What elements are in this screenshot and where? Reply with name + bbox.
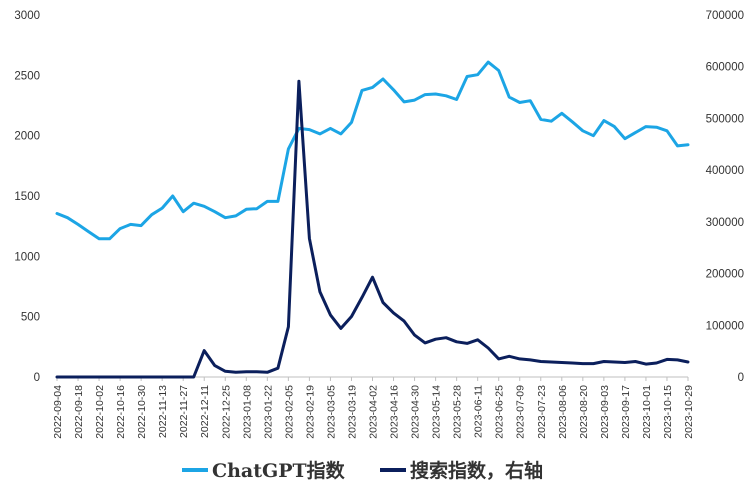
x-axis-tick-label: 2022-10-02 [94,385,106,439]
left-axis-tick-label: 1500 [14,191,40,203]
x-axis-tick-label: 2023-03-05 [325,385,337,439]
right-axis-ticks: 0 100000 200000 300000 400000 500000 600000 700… [706,10,744,384]
left-axis-ticks: 0 500 1000 1500 2000 2500 3000 [14,10,40,384]
series-line-search-index [55,79,690,379]
x-axis-tick-label: 2023-04-16 [389,385,401,439]
x-axis-tick-label: 2023-05-14 [431,385,443,439]
x-axis-tick-label: 2023-02-05 [283,385,295,439]
right-axis-tick-label: 600000 [706,62,744,74]
x-axis-tick-label: 2023-09-03 [599,385,611,439]
series-line-chatgpt-index [55,60,690,241]
x-axis-tick-label: 2022-11-13 [157,385,169,438]
x-axis-tick-label: 2023-08-06 [557,385,569,439]
x-axis-tick-label: 2023-07-23 [536,385,548,439]
x-axis-tick-label: 2023-08-20 [578,385,590,439]
left-axis-tick-label: 1000 [14,251,40,263]
series-layer [55,60,690,379]
legend-label-search: 搜索指数，右轴 [410,459,543,482]
x-axis-tick-label: 2022-09-04 [52,385,64,439]
left-axis-tick-label: 2000 [14,131,40,143]
x-axis-tick-label: 2022-12-11 [199,385,211,438]
right-axis-tick-label: 0 [738,372,744,384]
x-axis-tick-label: 2023-04-30 [410,385,422,439]
left-axis-tick-label: 3000 [14,10,40,22]
x-axis-tick-label: 2023-04-02 [368,385,380,439]
x-axis-tick-label: 2023-07-09 [515,385,527,439]
x-axis-tick-label: 2023-05-28 [452,385,464,439]
x-axis-tick-label: 2023-06-11 [473,385,485,438]
right-axis-tick-label: 300000 [706,217,744,229]
x-axis-tick-label: 2023-09-17 [620,385,632,439]
x-axis-tick-label: 2023-01-22 [262,385,274,439]
x-axis-tick-label: 2023-06-25 [494,385,506,439]
x-axis-tick-label: 2022-11-27 [178,385,190,438]
x-axis-tick-label: 2023-02-19 [304,385,316,439]
right-axis-tick-label: 700000 [706,10,744,22]
right-axis-tick-label: 400000 [706,165,744,177]
right-axis-tick-label: 100000 [706,320,744,332]
x-axis-tick-label: 2023-03-19 [346,385,358,439]
legend: ChatGPT指数 搜索指数，右轴 [182,459,543,482]
left-axis-tick-label: 500 [21,312,40,324]
x-axis-tick-label: 2022-09-18 [73,385,85,439]
left-axis-tick-label: 0 [34,372,40,384]
x-axis-tick-label: 2023-01-08 [241,385,253,439]
left-axis-tick-label: 2500 [14,70,40,82]
x-axis-tick-label: 2022-10-16 [115,385,127,439]
right-axis-tick-label: 200000 [706,269,744,281]
x-axis-tick-label: 2022-10-30 [136,385,148,439]
x-axis-tick-label: 2023-10-01 [641,385,653,439]
x-axis-tick-label: 2022-12-25 [220,385,232,439]
x-axis-ticks: 2022-09-04 2022-09-18 2022-10-02 2022-10-16… [52,377,695,439]
right-axis-tick-label: 500000 [706,113,744,125]
x-axis-tick-label: 2023-10-15 [662,385,674,439]
legend-label-chatgpt: ChatGPT指数 [212,459,346,482]
x-axis-tick-label: 2023-10-29 [683,385,695,439]
